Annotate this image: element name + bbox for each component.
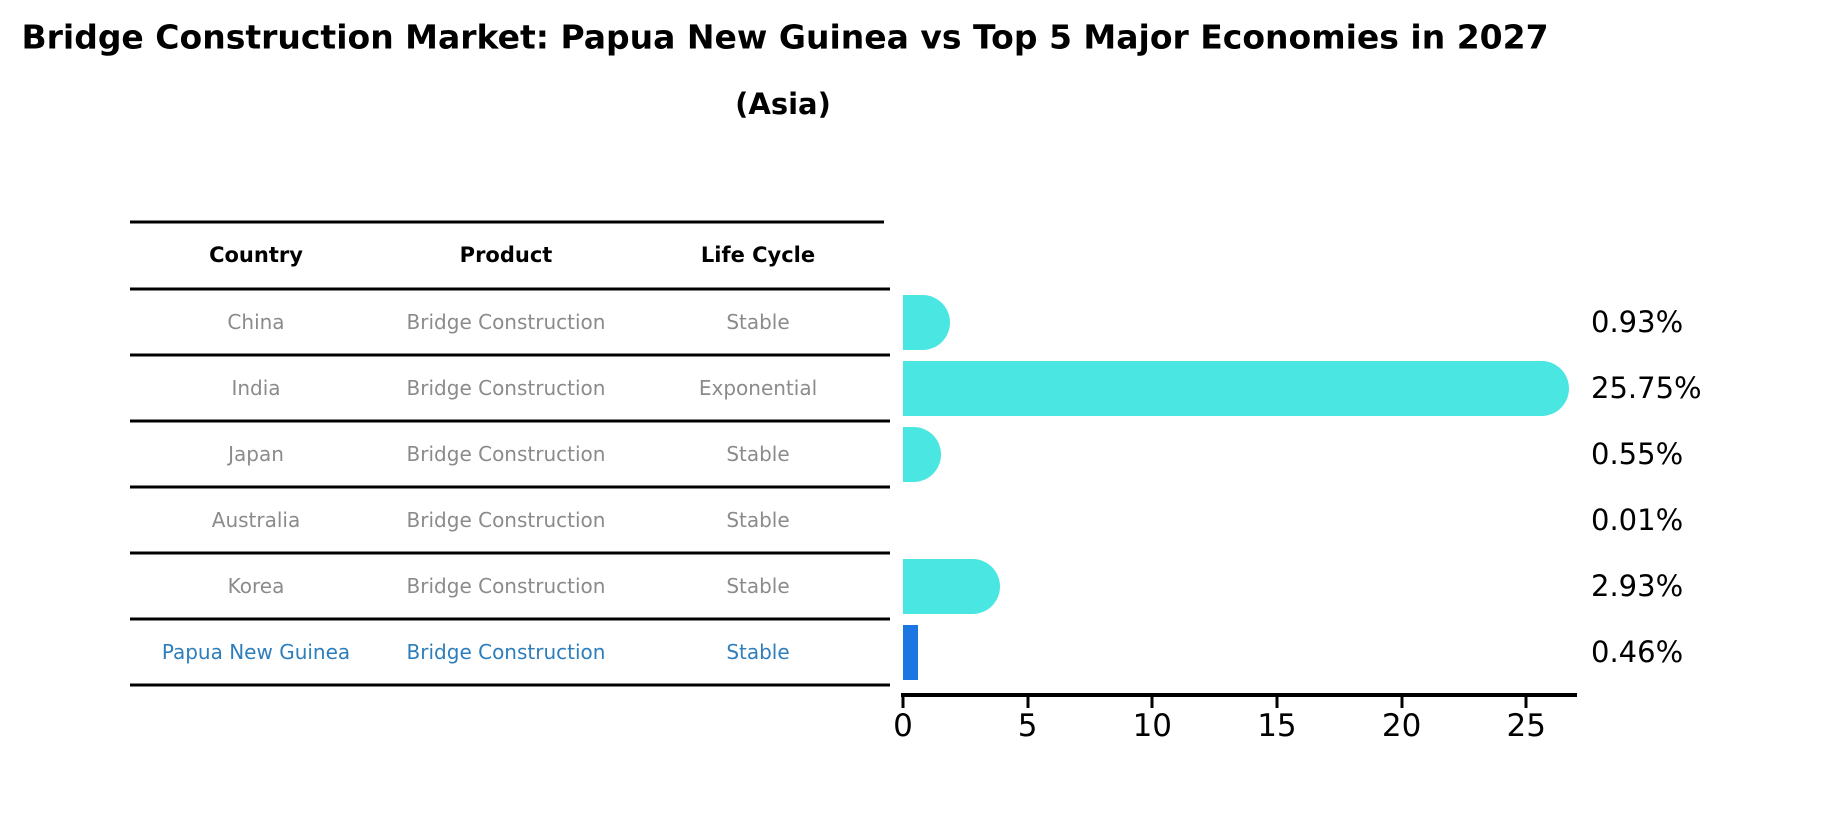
x-axis-tick-label: 20 [1381,708,1422,744]
table-cell-life_cycle: Stable [726,442,790,466]
table-divider-line [130,617,884,621]
bar-value-label: 0.46% [1591,635,1684,669]
x-axis-tick [1400,697,1404,708]
x-axis-tick-label: 25 [1506,708,1546,744]
bar-value-label: 0.01% [1591,503,1684,537]
table-cell-country: Papua New Guinea [161,640,351,664]
x-axis-tick-label: 15 [1257,708,1297,744]
table-cell-product: Bridge Construction [406,442,606,466]
column-header-country: Country [209,243,303,267]
table-cell-country: Korea [227,574,285,598]
bar-india [903,360,1569,416]
table-divider-line [130,551,884,555]
y-axis-tick [874,287,890,291]
x-axis-tick-label: 5 [1017,708,1038,744]
table-divider-line [130,683,884,687]
x-axis-tick [1150,697,1154,708]
x-axis-line [901,693,1577,697]
bar-value-label: 25.75% [1591,371,1702,405]
bar-japan [903,426,941,482]
x-axis-tick-label: 0 [893,708,913,744]
table-divider-line [130,419,884,423]
chart-title: Bridge Construction Market: Papua New Gu… [21,17,1549,57]
y-axis-tick [874,551,890,555]
x-axis-tick [901,697,905,708]
table-cell-product: Bridge Construction [406,508,606,532]
bar-value-label: 0.93% [1591,305,1684,339]
table-cell-country: India [231,376,281,400]
table-cell-product: Bridge Construction [406,310,606,334]
table-cell-product: Bridge Construction [406,376,606,400]
column-header-product: Product [459,243,553,267]
y-axis-tick [874,353,890,357]
table-cell-product: Bridge Construction [406,640,606,664]
x-axis-tick [1275,697,1279,708]
y-axis-tick [874,617,890,621]
chart-subtitle: (Asia) [735,87,831,121]
table-divider-line [130,220,884,224]
bar-korea [903,558,1001,614]
column-header-life_cycle: Life Cycle [700,243,816,267]
bar-papua-new-guinea [903,624,919,680]
table-cell-country: China [227,310,285,334]
table-cell-product: Bridge Construction [406,574,606,598]
bar-china [903,294,951,350]
x-axis-tick-label: 10 [1132,708,1173,744]
table-cell-country: Australia [211,508,301,532]
bar-value-label: 0.55% [1591,437,1684,471]
table-cell-life_cycle: Stable [726,574,790,598]
table-divider-line [130,353,884,357]
x-axis-tick [1026,697,1030,708]
bar-value-label: 2.93% [1591,569,1684,603]
y-axis-tick [874,683,890,687]
table-cell-life_cycle: Stable [726,508,790,532]
table-cell-life_cycle: Exponential [698,376,818,400]
table-divider-line [130,485,884,489]
table-divider-line [130,287,884,291]
y-axis-tick [874,485,890,489]
table-cell-life_cycle: Stable [726,310,790,334]
table-cell-country: Japan [228,442,284,466]
x-axis-tick [1524,697,1528,708]
table-cell-life_cycle: Stable [726,640,790,664]
y-axis-tick [874,419,890,423]
